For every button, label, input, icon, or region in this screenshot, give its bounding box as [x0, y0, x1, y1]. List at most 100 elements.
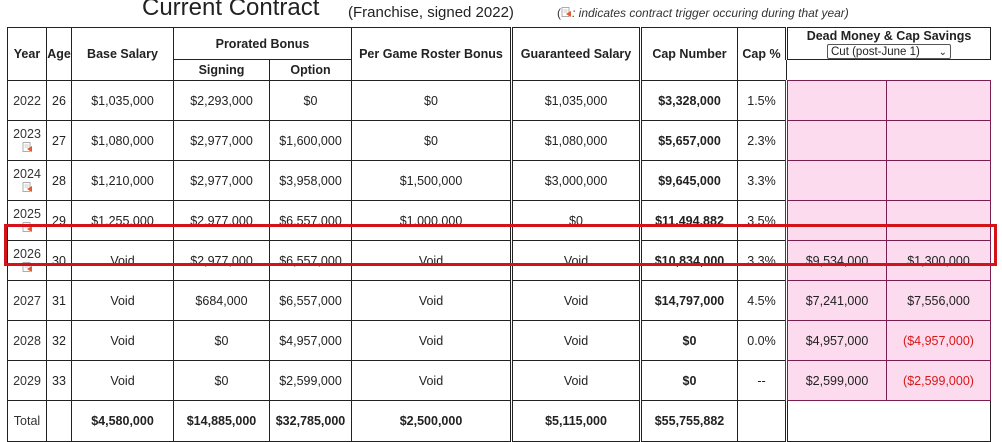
table-row: 2026 30 Void $2,977,000 $6,557,000 Void Void $1… [7, 240, 991, 281]
cell-guaranteed: Void [510, 240, 641, 281]
page-title: Current Contract [142, 0, 320, 21]
cell-option: $4,957,000 [269, 320, 352, 361]
cell-cap-pct: 3.3% [737, 240, 787, 281]
cell-total-dead [785, 400, 991, 442]
cell-option: $6,557,000 [269, 200, 352, 241]
cell-signing: $2,977,000 [173, 160, 270, 201]
cell-cap-number: $9,645,000 [639, 160, 738, 201]
cell-option: $6,557,000 [269, 280, 352, 321]
cell-year: 2022 [7, 80, 47, 121]
cell-guaranteed: $3,000,000 [510, 160, 641, 201]
cell-total-signing: $14,885,000 [173, 400, 270, 442]
cell-signing: $2,977,000 [173, 240, 270, 281]
cell-cap-pct: 3.3% [737, 160, 787, 201]
header-guaranteed-salary: Guaranteed Salary [510, 27, 641, 81]
cell-option: $6,557,000 [269, 240, 352, 281]
header-option: Option [269, 59, 352, 81]
cell-base-salary: $1,255,000 [71, 200, 174, 241]
cell-option: $0 [269, 80, 352, 121]
header-cap-number: Cap Number [639, 27, 738, 81]
cell-cap-pct: 1.5% [737, 80, 787, 121]
header-age: Age [46, 27, 72, 81]
cell-total-option: $32,785,000 [269, 400, 352, 442]
header-prorated-bonus: Prorated Bonus [173, 27, 352, 60]
cell-guaranteed: Void [510, 280, 641, 321]
cell-roster-bonus: Void [351, 240, 512, 281]
cell-cap-pct: 3.5% [737, 200, 787, 241]
table-row: 2022 26 $1,035,000 $2,293,000 $0 $0 $1,035,000… [7, 80, 991, 121]
header-base-salary: Base Salary [71, 27, 174, 81]
cell-dead-money: $7,241,000 [785, 280, 887, 321]
cell-base-salary: Void [71, 320, 174, 361]
cell-signing: $684,000 [173, 280, 270, 321]
cell-cap-savings [886, 160, 991, 201]
cell-base-salary: Void [71, 280, 174, 321]
cell-age: 28 [46, 160, 72, 201]
cell-dead-money [785, 160, 887, 201]
cell-year: 2026 [7, 240, 47, 281]
cell-roster-bonus: $0 [351, 120, 512, 161]
cell-age: 33 [46, 360, 72, 401]
total-row: Total $4,580,000 $14,885,000 $32,785,000 $2,… [7, 400, 991, 442]
cell-dead-money: $2,599,000 [785, 360, 887, 401]
cell-cap-pct: 4.5% [737, 280, 787, 321]
header-roster-bonus: Per Game Roster Bonus [351, 27, 512, 81]
cell-year: 2029 [7, 360, 47, 401]
table-row: 2023 27 $1,080,000 $2,977,000 $1,600,000 $0 $1… [7, 120, 991, 161]
cell-base-salary: $1,035,000 [71, 80, 174, 121]
cell-cap-number: $11,494,882 [639, 200, 738, 241]
cell-age: 31 [46, 280, 72, 321]
cell-total-base: $4,580,000 [71, 400, 174, 442]
table-row: 2024 28 $1,210,000 $2,977,000 $3,958,000 $1,5… [7, 160, 991, 201]
cell-cap-savings: $1,300,000 [886, 240, 991, 281]
cell-total-roster: $2,500,000 [351, 400, 512, 442]
cell-total-cap: $55,755,882 [639, 400, 738, 442]
note-text: : indicates contract trigger occuring du… [572, 6, 849, 20]
cell-cap-number: $3,328,000 [639, 80, 738, 121]
cell-signing: $0 [173, 320, 270, 361]
contract-trigger-icon [22, 221, 33, 233]
cell-roster-bonus: $0 [351, 80, 512, 121]
cell-signing: $2,293,000 [173, 80, 270, 121]
contract-table: Year Age Base Salary Prorated Bonus Per … [7, 27, 991, 442]
contract-trigger-icon [22, 261, 33, 273]
cell-dead-money: $4,957,000 [785, 320, 887, 361]
header-cap-pct: Cap % [737, 27, 787, 81]
cell-roster-bonus: Void [351, 320, 512, 361]
cell-total-label: Total [7, 400, 47, 442]
cell-option: $3,958,000 [269, 160, 352, 201]
contract-subtitle: (Franchise, signed 2022) [348, 4, 514, 21]
cell-signing: $2,977,000 [173, 120, 270, 161]
cell-cap-savings [886, 80, 991, 121]
cell-cap-number: $10,834,000 [639, 240, 738, 281]
contract-trigger-icon [22, 181, 33, 193]
cell-guaranteed: Void [510, 320, 641, 361]
cell-base-salary: $1,080,000 [71, 120, 174, 161]
cell-cap-number: $0 [639, 360, 738, 401]
cell-total-guaranteed: $5,115,000 [510, 400, 641, 442]
cell-cap-savings [886, 120, 991, 161]
cell-total-age [46, 400, 72, 442]
cell-year: 2023 [7, 120, 47, 161]
header-signing: Signing [173, 59, 270, 81]
cell-cap-savings [886, 200, 991, 241]
cell-age: 27 [46, 120, 72, 161]
cell-year: 2024 [7, 160, 47, 201]
cell-cap-savings: $7,556,000 [886, 280, 991, 321]
cell-option: $1,600,000 [269, 120, 352, 161]
cell-base-salary: Void [71, 360, 174, 401]
cell-roster-bonus: Void [351, 360, 512, 401]
trigger-legend-note: ( : indicates contract trigger occuring d… [557, 6, 849, 20]
contract-trigger-icon [22, 141, 33, 153]
scenario-dropdown[interactable]: Cut (post-June 1) ⌄ [827, 44, 951, 59]
note-open-paren: ( [557, 6, 561, 20]
cell-total-pct [737, 400, 787, 442]
cell-year: 2025 [7, 200, 47, 241]
contract-trigger-icon [561, 7, 572, 18]
title-row: Current Contract (Franchise, signed 2022… [0, 0, 1002, 26]
cell-age: 32 [46, 320, 72, 361]
table-row: 2028 32 Void $0 $4,957,000 Void Void $0 0.0% $4,9… [7, 320, 991, 361]
cell-guaranteed: $0 [510, 200, 641, 241]
cell-guaranteed: $1,080,000 [510, 120, 641, 161]
cell-cap-number: $0 [639, 320, 738, 361]
